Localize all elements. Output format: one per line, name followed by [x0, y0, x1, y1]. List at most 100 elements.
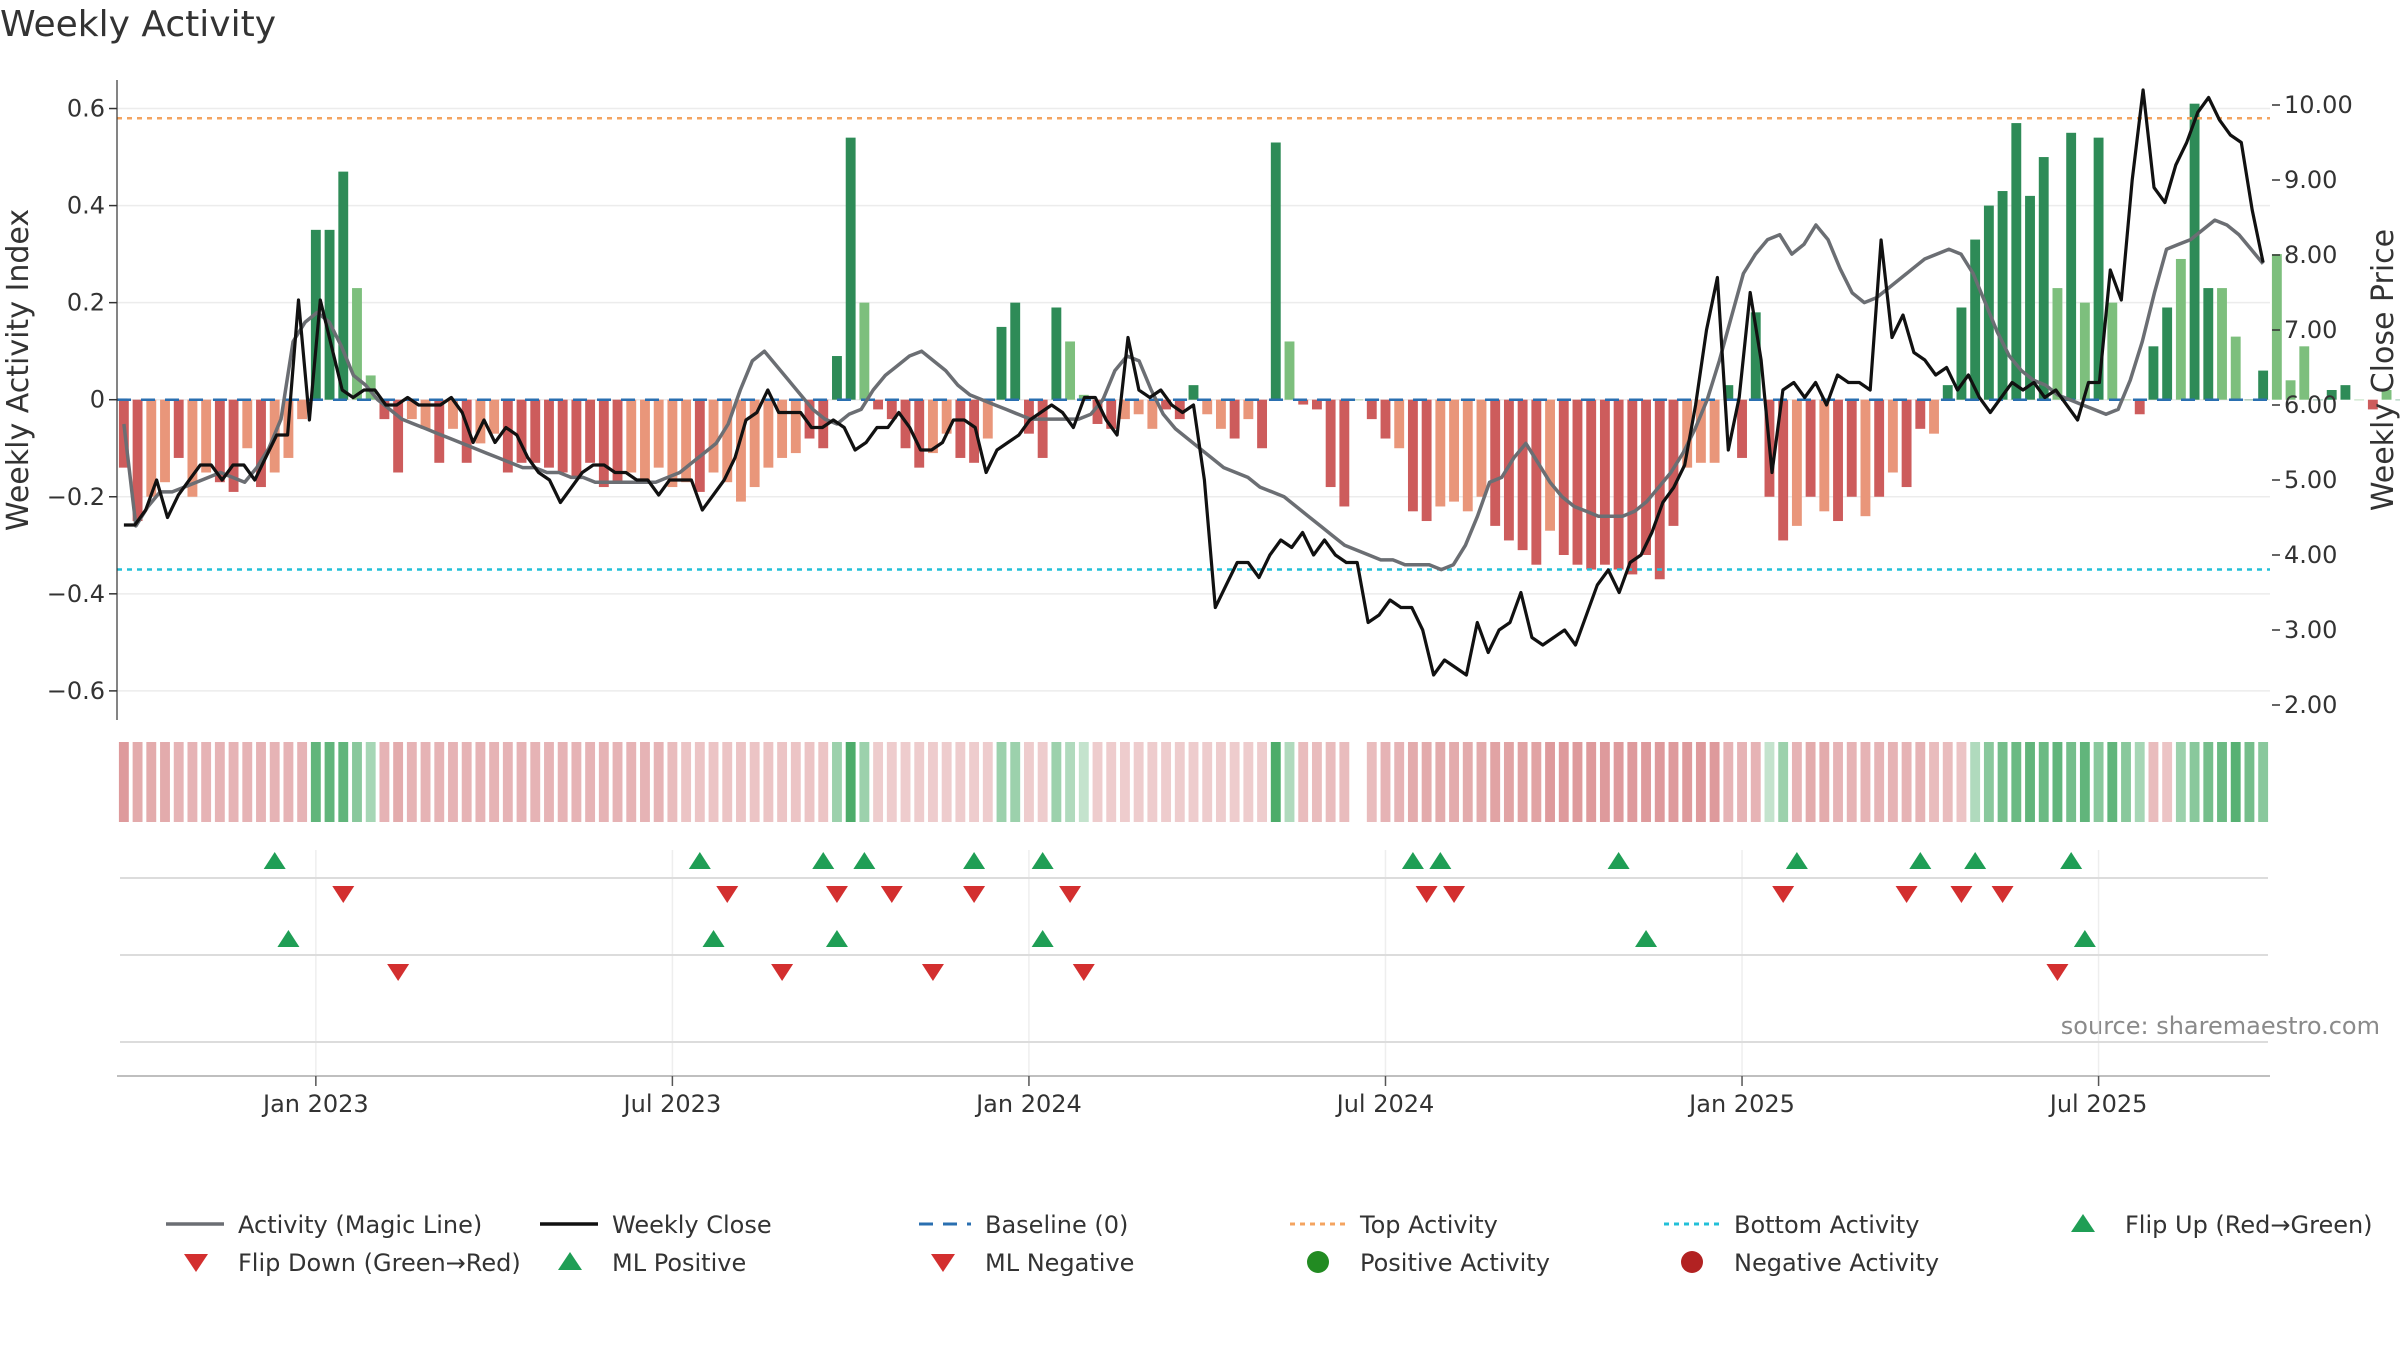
activity-bar	[228, 399, 239, 492]
activity-bar	[1970, 239, 1981, 400]
heat-cell	[955, 742, 966, 822]
legend-label: Flip Up (Red→Green)	[2125, 1211, 2373, 1239]
activity-bar	[393, 399, 404, 473]
activity-bar	[1010, 302, 1021, 400]
activity-bar	[1407, 399, 1418, 512]
activity-bar	[1065, 341, 1076, 400]
activity-bar	[1654, 399, 1665, 580]
heat-cell	[2217, 742, 2227, 822]
activity-bar	[2285, 380, 2296, 400]
activity-bar	[1270, 142, 1281, 400]
heat-cell	[310, 742, 321, 822]
flip-down-marker	[1059, 886, 1082, 903]
activity-bar	[2162, 307, 2173, 400]
heat-cell	[269, 742, 280, 822]
heat-cell	[1764, 742, 1775, 822]
activity-bar	[173, 399, 184, 458]
activity-bar	[324, 229, 335, 400]
activity-bar	[2079, 302, 2090, 400]
legend-label: Baseline (0)	[985, 1211, 1128, 1239]
activity-bar	[2121, 399, 2131, 401]
flip-down-marker	[1895, 886, 1918, 903]
activity-bar	[2354, 399, 2365, 401]
y-tick-label: 0.4	[67, 192, 105, 220]
y-tick-label: −0.4	[47, 580, 105, 608]
activity-bar	[1901, 399, 1912, 488]
heat-cell	[1970, 742, 1981, 822]
activity-bar	[1942, 385, 1953, 400]
heat-cell	[1024, 742, 1034, 822]
y-tick-label: 0.6	[67, 95, 105, 123]
activity-bar	[1805, 399, 1816, 497]
heat-cell	[1161, 742, 1172, 822]
heat-cell	[1380, 742, 1391, 822]
activity-bar	[1641, 399, 1651, 555]
activity-bar	[1929, 399, 1939, 434]
activity-bar	[2148, 346, 2159, 400]
heat-cell	[708, 742, 719, 822]
activity-bar	[1339, 399, 1350, 507]
activity-bar	[2093, 137, 2104, 400]
activity-bar	[1531, 399, 1542, 565]
x-tick-label: Jul 2025	[2048, 1090, 2148, 1118]
heat-cell	[1833, 742, 1843, 822]
heat-cell	[1750, 742, 1761, 822]
legend-swatch	[2071, 1214, 2095, 1232]
activity-bar	[338, 171, 349, 400]
legend-label: Negative Activity	[1734, 1249, 1939, 1277]
ml-negative-marker	[1072, 964, 1095, 981]
heat-cell	[160, 742, 170, 822]
heat-cell	[804, 742, 815, 822]
x-axis: Jan 2023 Jul 2023 Jan 2024 Jul 2024 Jan 2025…	[117, 1075, 2270, 1118]
heat-cell	[1462, 742, 1473, 822]
activity-bar	[1723, 385, 1734, 400]
activity-bar	[516, 399, 527, 463]
heat-cell	[187, 742, 198, 822]
activity-bar	[941, 399, 952, 434]
heat-cell	[489, 742, 500, 822]
activity-bar	[214, 399, 225, 483]
activity-bar	[352, 288, 362, 400]
heat-cell	[173, 742, 184, 822]
heat-cell	[928, 742, 938, 822]
activity-bar	[1695, 399, 1706, 463]
heat-cell	[859, 742, 870, 822]
heat-cell	[845, 742, 856, 822]
y2-tick-label: 7.00	[2284, 316, 2337, 344]
heat-cell	[214, 742, 225, 822]
legend-swatch	[1681, 1251, 1703, 1273]
heat-cell	[1407, 742, 1418, 822]
y2-tick-label: 5.00	[2284, 466, 2337, 494]
activity-bar	[1490, 399, 1501, 526]
activity-bar	[1819, 399, 1830, 512]
heat-cell	[1956, 742, 1967, 822]
activity-bar	[2175, 258, 2186, 400]
heat-cell	[1065, 742, 1076, 822]
y-tick-label: −0.2	[47, 483, 105, 511]
activity-bar	[1462, 399, 1473, 512]
heat-cell	[1901, 742, 1912, 822]
heat-cell	[1791, 742, 1802, 822]
activity-bar	[187, 399, 198, 497]
activity-bar	[1627, 399, 1638, 575]
ml-negative-marker	[2046, 964, 2069, 981]
activity-bar	[1298, 399, 1309, 405]
heat-cell	[653, 742, 664, 822]
heat-cell	[1106, 742, 1117, 822]
activity-bar	[2326, 390, 2337, 400]
heat-cell	[1119, 742, 1130, 822]
heat-cell	[228, 742, 239, 822]
activity-bar	[1599, 399, 1610, 565]
heat-cell	[790, 742, 801, 822]
y2-tick-label: 2.00	[2284, 691, 2337, 719]
heat-cell	[1695, 742, 1706, 822]
heat-cell	[434, 742, 445, 822]
activity-bar	[2271, 254, 2282, 400]
x-tick-label: Jul 2024	[1335, 1090, 1435, 1118]
heat-cell	[2079, 742, 2090, 822]
legend-swatch	[1307, 1251, 1329, 1273]
activity-bar	[1983, 205, 1994, 400]
heat-cell	[969, 742, 980, 822]
activity-bar	[626, 399, 637, 473]
